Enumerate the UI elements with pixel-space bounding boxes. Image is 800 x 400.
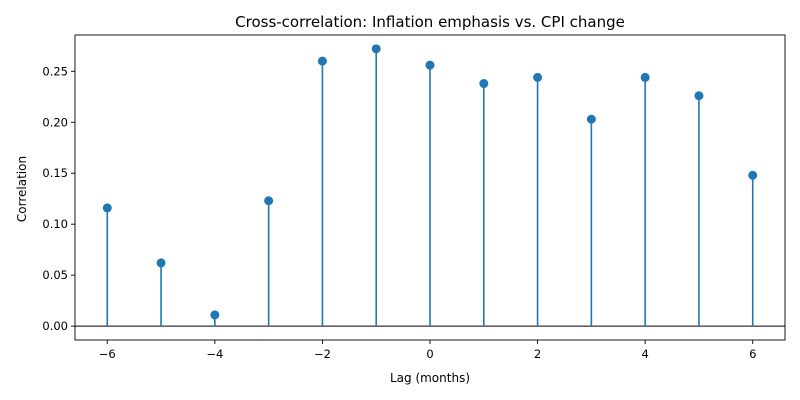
x-axis-label: Lag (months) — [390, 371, 470, 385]
stem-marker — [586, 114, 596, 124]
stem-marker — [479, 79, 489, 89]
y-tick-label: 0.00 — [42, 319, 68, 333]
y-tick-label: 0.05 — [42, 268, 68, 282]
stem-marker — [640, 72, 650, 82]
x-tick-label: −2 — [314, 347, 331, 361]
y-tick-label: 0.25 — [42, 64, 68, 78]
stem-marker — [102, 203, 112, 213]
x-tick-label: −6 — [99, 347, 116, 361]
x-tick-label: 4 — [641, 347, 648, 361]
y-tick-label: 0.10 — [42, 217, 68, 231]
stem-marker — [748, 170, 758, 180]
stem-marker — [694, 91, 704, 101]
stem-marker — [533, 72, 543, 82]
stem-marker — [371, 44, 381, 54]
plot-area: −6 −4 −2 0 2 4 6 0.00 0.05 0.10 0.15 0.20 0.25 — [42, 34, 786, 361]
chart-title: Cross-correlation: Inflation emphasis vs… — [235, 13, 625, 31]
x-tick-label: −4 — [206, 347, 223, 361]
stem-marker — [264, 196, 274, 206]
stem-marker — [317, 56, 327, 66]
stem-marker — [425, 60, 435, 70]
x-tick-label: 2 — [534, 347, 541, 361]
y-tick-label: 0.20 — [42, 115, 68, 129]
stem-marker — [156, 258, 166, 268]
y-tick-label: 0.15 — [42, 166, 68, 180]
stem-marker — [210, 310, 220, 320]
y-axis-label: Correlation — [15, 156, 29, 222]
x-tick-label: 0 — [426, 347, 433, 361]
x-tick-label: 6 — [749, 347, 756, 361]
